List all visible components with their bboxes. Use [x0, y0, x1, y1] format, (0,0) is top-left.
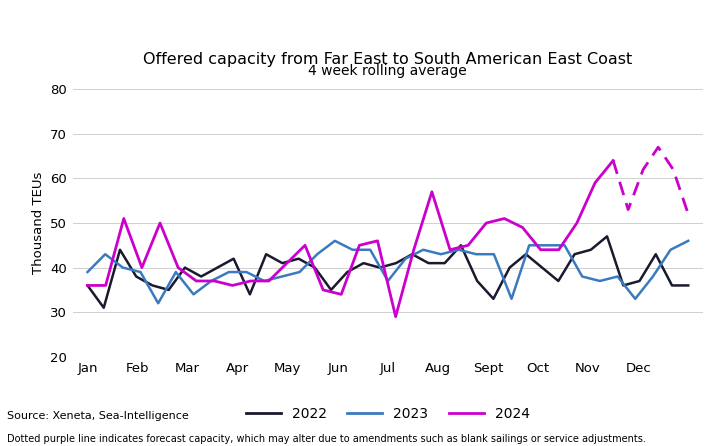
- Legend: 2022, 2023, 2024: 2022, 2023, 2024: [240, 401, 536, 426]
- Text: 4 week rolling average: 4 week rolling average: [309, 65, 467, 78]
- Title: Offered capacity from Far East to South American East Coast: Offered capacity from Far East to South …: [144, 52, 632, 67]
- Y-axis label: Thousand TEUs: Thousand TEUs: [31, 172, 44, 274]
- Text: Dotted purple line indicates forecast capacity, which may alter due to amendment: Dotted purple line indicates forecast ca…: [7, 434, 646, 444]
- Text: Source: Xeneta, Sea-Intelligence: Source: Xeneta, Sea-Intelligence: [7, 412, 189, 421]
